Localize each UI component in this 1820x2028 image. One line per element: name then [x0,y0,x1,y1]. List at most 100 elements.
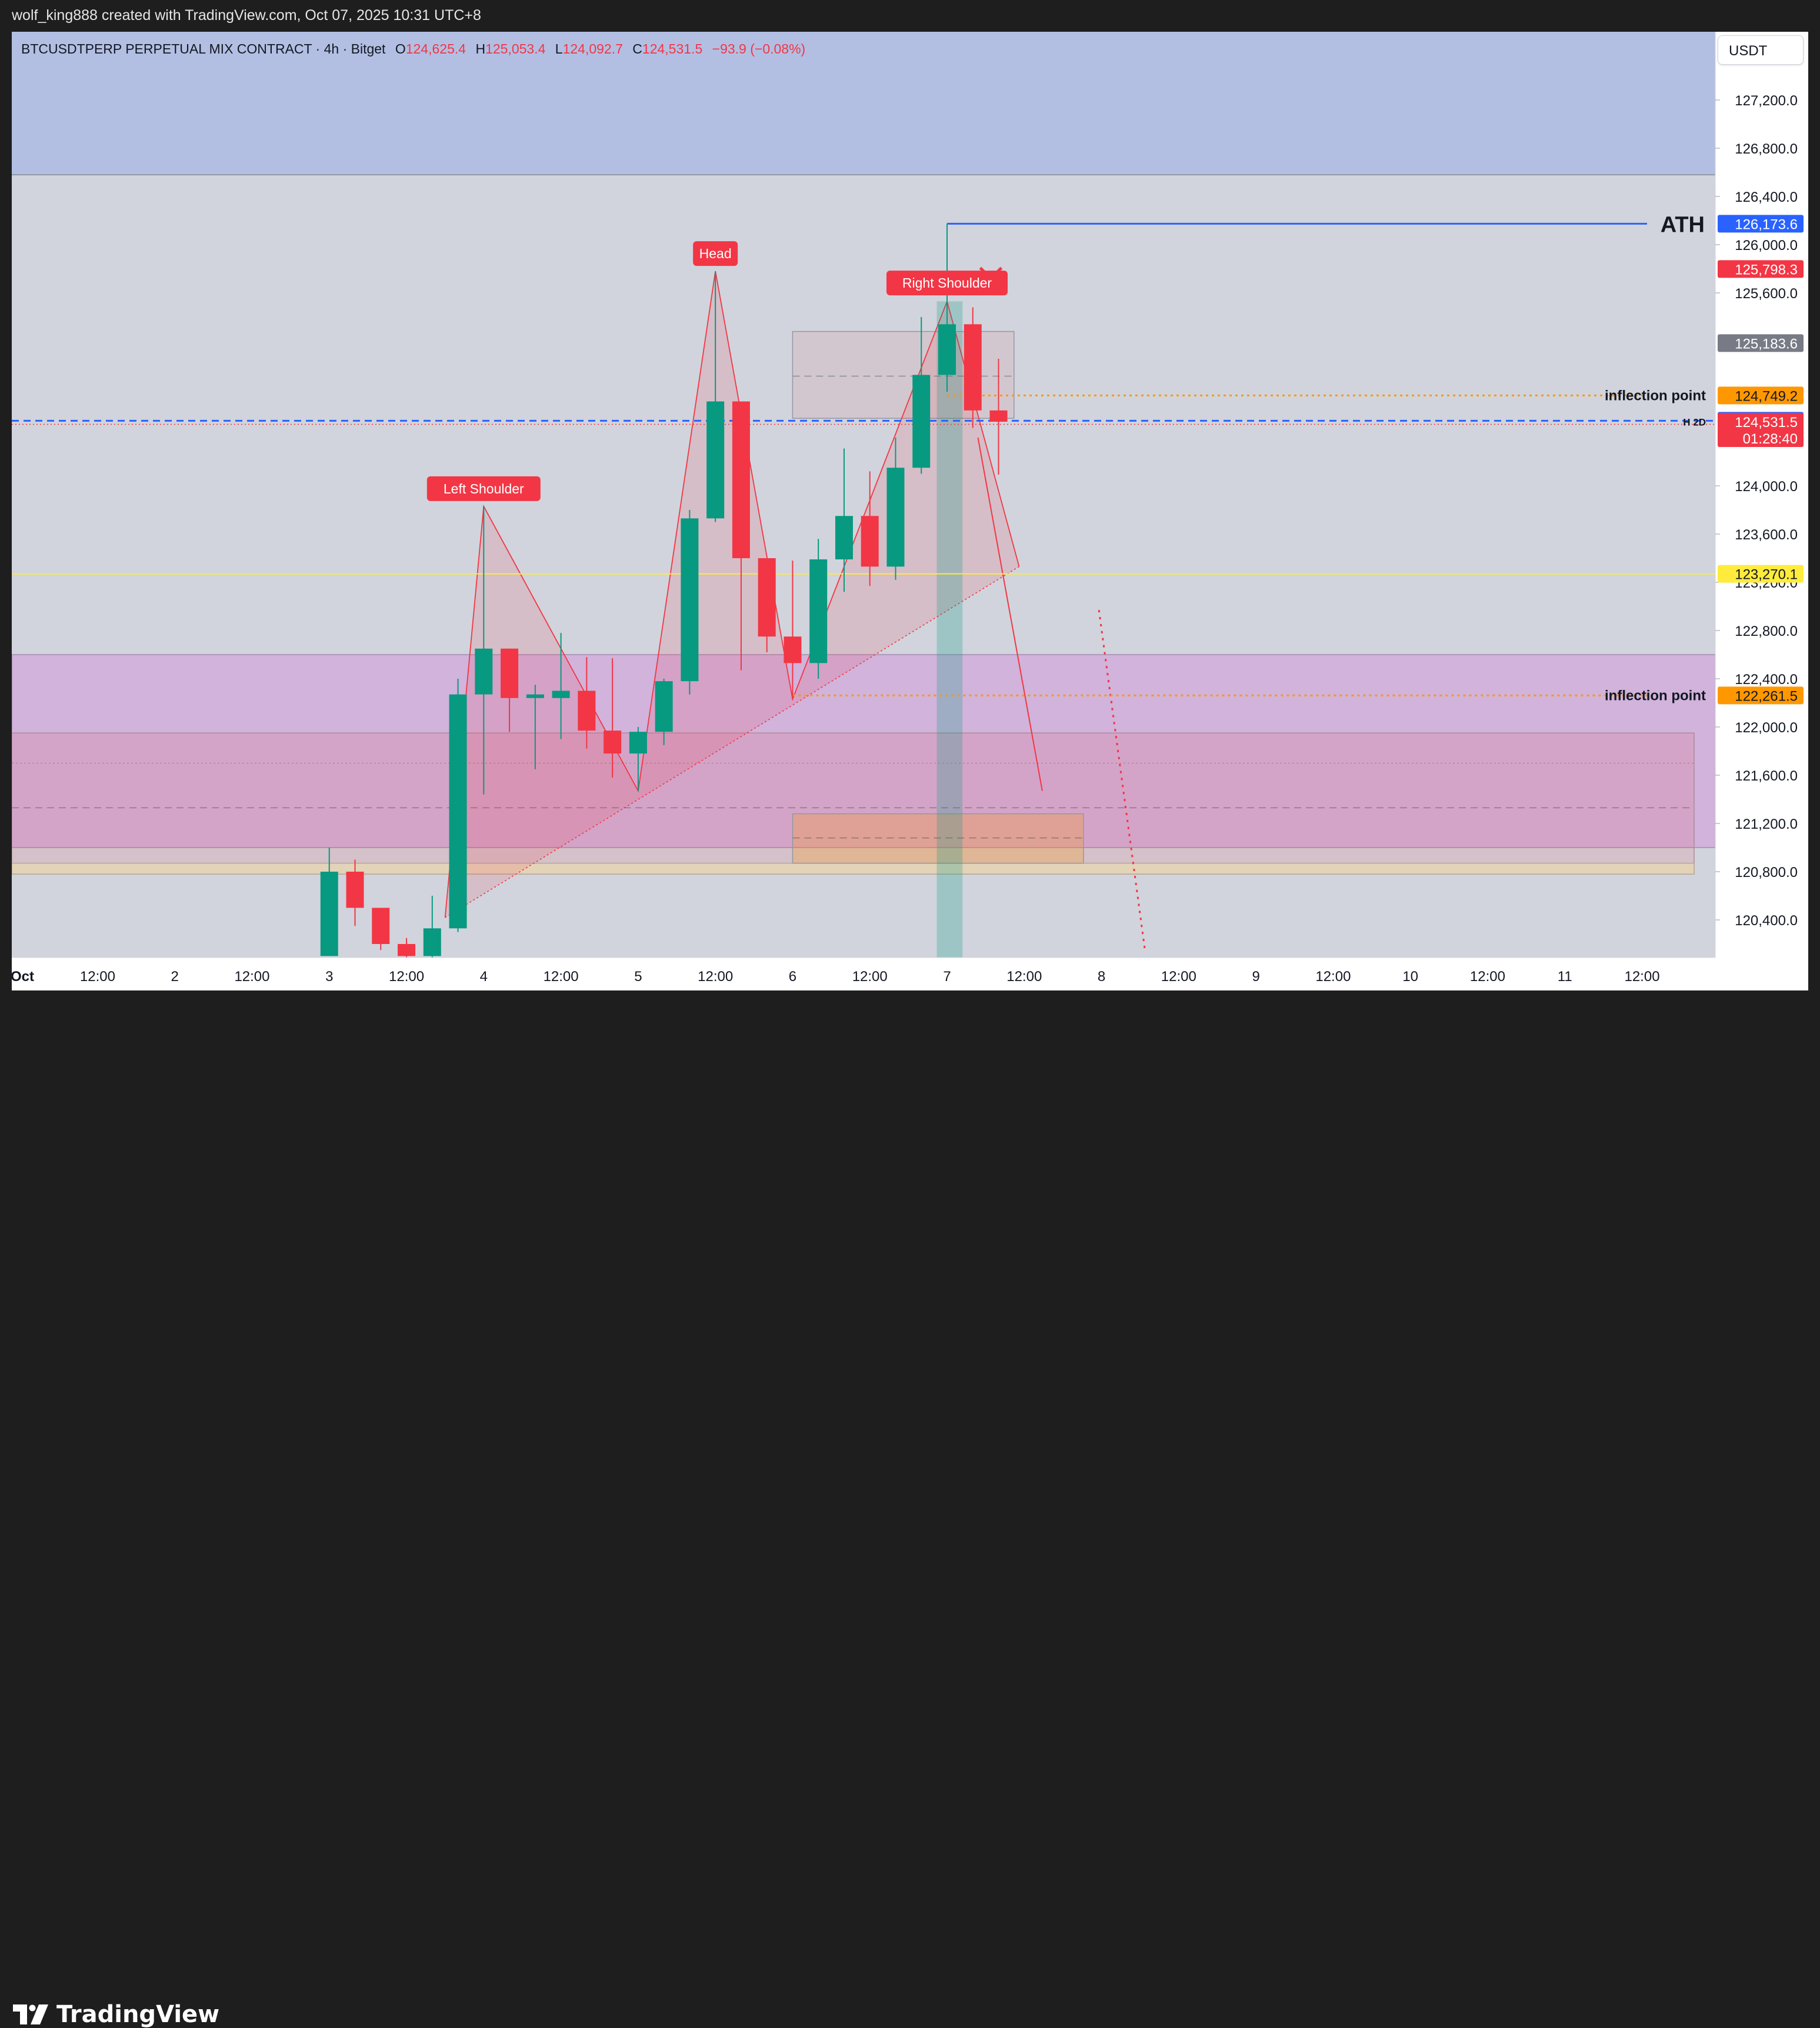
time-tick-label: 8 [1098,969,1105,985]
price-tick-label: 120,800.0 [1735,865,1798,880]
candle [989,359,1008,475]
supply-zone [12,32,1715,175]
candle-body [398,944,416,956]
candle-body [372,908,390,944]
candle [423,896,441,958]
open-label: O [395,41,406,56]
attribution-text: wolf_king888 created with TradingView.co… [12,7,481,24]
candle-body [706,401,725,519]
open-value: 124,625.4 [405,41,466,56]
target-box [792,813,1084,864]
time-tick-label: 12:00 [1315,969,1351,985]
time-tick-label: 10 [1402,969,1418,985]
candle-body [578,691,596,731]
tradingview-logo-text: TradingView [56,2001,220,2028]
price-label-text: 126,173.6 [1735,216,1798,232]
ohlc-legend: BTCUSDTPERP PERPETUAL MIX CONTRACT · 4h … [21,41,805,57]
candle-body [732,401,750,558]
price-axis-background [1715,32,1808,990]
chart-panel[interactable]: Left Shoulder Head Right Shoulder ATH inflec… [12,32,1808,990]
candle-body [604,731,622,754]
low-value: 124,092.7 [562,41,623,56]
time-tick-label: 4 [480,969,488,985]
candle-body [681,518,699,682]
candle [886,438,905,580]
candle-body [835,516,853,560]
candle [861,471,879,586]
time-tick-label: 12:00 [234,969,269,985]
price-label-bg [1718,386,1804,405]
candle [346,859,364,926]
price-axis-labels: 126,173.6 125,798.3 125,183.6 124,749.2 124,… [1718,215,1804,705]
price-chart[interactable]: Left Shoulder Head Right Shoulder ATH inflec… [12,32,1808,990]
price-tick-label: 126,000.0 [1735,238,1798,254]
candle [912,317,931,474]
candle-body [989,410,1008,422]
time-tick-label: 5 [634,969,642,985]
time-tick-label: 12:00 [80,969,115,985]
time-axis-ticks: Oct 12:00 2 12:00 3 12:00 4 12:00 5 12:00 6 12:00 7 1… [12,969,1660,985]
hd-tag: H 2D [1683,416,1706,428]
countdown-label-text: 01:28:40 [1743,431,1798,447]
time-tick-label: 2 [171,969,179,985]
time-tick-label: 12:00 [1470,969,1505,985]
time-tick-label: 12:00 [1161,969,1196,985]
price-label-text: 124,749.2 [1735,388,1798,404]
price-tick-label: 122,000.0 [1735,720,1798,736]
price-tick-label: 122,800.0 [1735,623,1798,639]
candle-body [629,732,647,754]
tradingview-logo-icon [13,2004,48,2024]
time-tick-label: 12:00 [1006,969,1042,985]
time-tick-label: 7 [943,969,951,985]
dotted-projection-line [1098,609,1146,953]
price-tick-label: 124,000.0 [1735,479,1798,495]
neckline [445,566,1019,918]
time-tick-label: Oct [12,969,34,985]
head-label-text: Head [699,246,732,261]
candle [604,658,622,778]
right-shoulder-label-bg [886,271,1008,296]
price-tick-label: 122,400.0 [1735,672,1798,688]
left-shoulder-label-bg [426,476,541,501]
price-label-bg [1718,334,1804,352]
right-shoulder-label-text: Right Shoulder [902,275,992,291]
candle [655,679,673,745]
currency-selector[interactable]: USDT [1718,35,1804,65]
header-bar: wolf_king888 created with TradingView.co… [0,0,1820,32]
inflection-label-upper: inflection point [1605,388,1706,403]
footer-bar: TradingView [0,990,1820,2028]
candle-body [475,648,493,695]
candle [526,685,544,769]
price-label-text: 124,531.5 [1735,415,1798,431]
candle [398,938,416,958]
candle-body [809,559,828,663]
price-label-bg [1718,413,1804,448]
time-tick-label: 3 [325,969,333,985]
candle-body [501,648,519,698]
candle-body [861,516,879,567]
symbol-title[interactable]: BTCUSDTPERP PERPETUAL MIX CONTRACT · 4h … [21,41,386,56]
tradingview-logo[interactable]: TradingView [13,2001,219,2028]
candle [938,224,956,392]
candle [629,727,647,791]
time-tick-label: 12:00 [389,969,424,985]
candle-body [320,872,338,956]
head-label: Head [693,241,738,266]
candle [475,506,493,795]
candle [835,448,853,592]
price-label-text: 123,270.1 [1735,567,1798,583]
price-label-text: 125,183.6 [1735,336,1798,352]
highlight-column [936,301,963,958]
projection-line [977,437,1043,791]
candle [809,539,828,679]
price-label-bg [1718,260,1804,278]
price-tick-label: 127,200.0 [1735,93,1798,109]
candle [758,558,776,652]
price-tick-label: 126,800.0 [1735,141,1798,157]
change-value: −93.9 (−0.08%) [712,41,806,56]
price-label-text: 125,798.3 [1735,262,1798,278]
price-tick-label: 123,600.0 [1735,527,1798,543]
close-label: C [632,41,642,56]
price-axis-ticks: 127,200.0 126,800.0 126,400.0 126,000.0 125,… [1715,93,1798,929]
price-label-text: 122,261.5 [1735,688,1798,704]
